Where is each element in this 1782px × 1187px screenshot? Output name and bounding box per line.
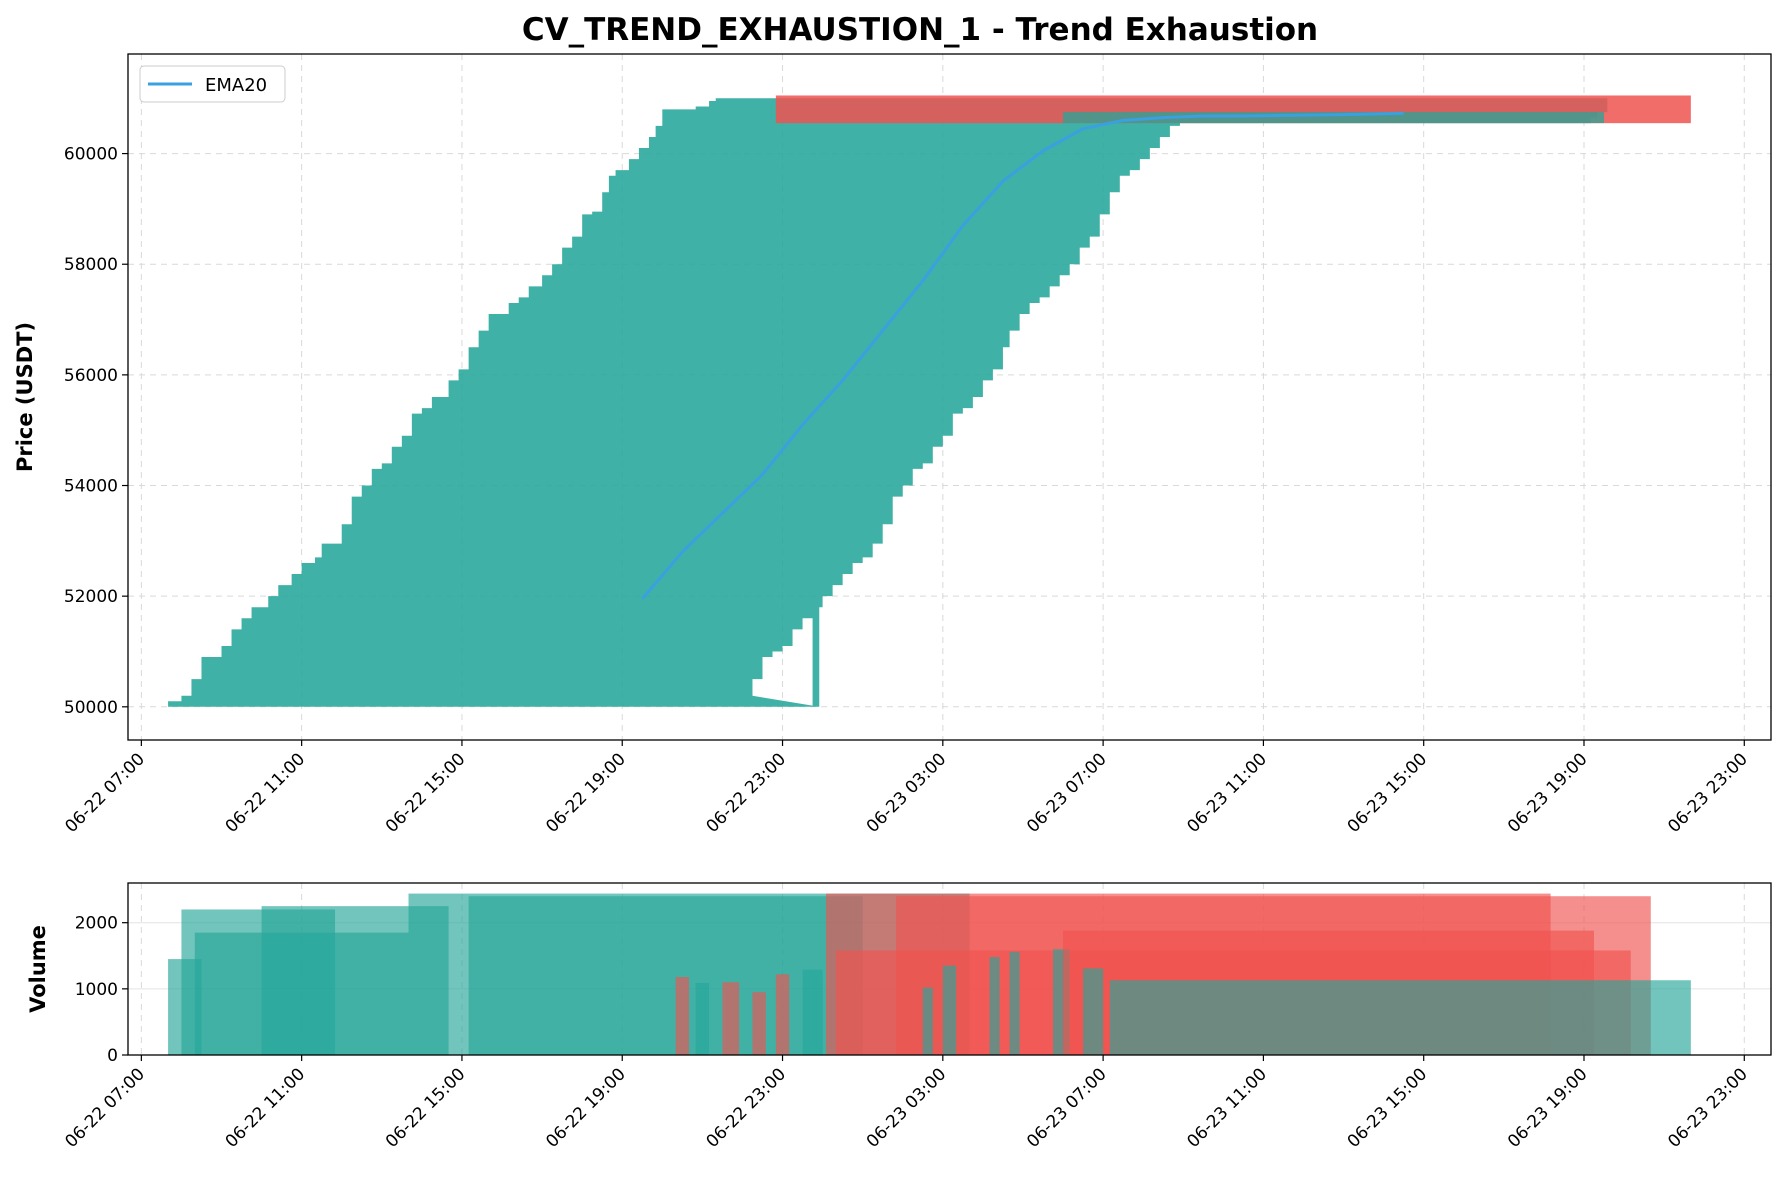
volume-axes-frame bbox=[127, 882, 1772, 1056]
volume-x-tick-label: 06-22 19:00 bbox=[542, 1064, 630, 1152]
volume-y-axis: 0 1000 2000 bbox=[75, 914, 128, 1066]
volume-x-tick-label: 06-23 15:00 bbox=[1344, 1064, 1432, 1152]
volume-x-tick-label: 06-23 07:00 bbox=[1023, 1064, 1111, 1152]
price-x-tick-label: 06-22 19:00 bbox=[542, 749, 630, 837]
volume-bar bbox=[942, 965, 957, 1055]
chart-title: CV_TREND_EXHAUSTION_1 - Trend Exhaustion bbox=[522, 12, 1318, 48]
price-panel: 50000 52000 54000 56000 58000 60000 06-22 07:… bbox=[13, 53, 1772, 837]
price-x-tick-label: 06-22 23:00 bbox=[703, 749, 791, 837]
price-y-tick-label: 56000 bbox=[64, 366, 118, 386]
volume-bars bbox=[168, 893, 1691, 1055]
price-y-axis-label: Price (USDT) bbox=[13, 322, 37, 472]
volume-bar bbox=[752, 992, 766, 1055]
price-x-axis: 06-22 07:00 06-22 11:00 06-22 15:00 06-22 1… bbox=[61, 740, 1752, 837]
price-x-tick-label: 06-23 07:00 bbox=[1023, 749, 1111, 837]
volume-bar bbox=[775, 974, 790, 1055]
price-y-tick-label: 58000 bbox=[64, 255, 118, 275]
volume-x-tick-label: 06-22 07:00 bbox=[61, 1064, 149, 1152]
volume-panel: 0 1000 2000 06-22 07:00 06-22 11:00 06-22 15… bbox=[26, 882, 1772, 1152]
legend-box bbox=[139, 65, 286, 103]
price-x-tick-label: 06-23 15:00 bbox=[1344, 749, 1432, 837]
volume-x-tick-label: 06-23 03:00 bbox=[863, 1064, 951, 1152]
volume-bar bbox=[922, 987, 933, 1055]
ema20-series bbox=[641, 111, 1404, 600]
price-x-tick-label: 06-23 19:00 bbox=[1504, 749, 1592, 837]
price-x-tick-label: 06-23 11:00 bbox=[1183, 749, 1271, 837]
volume-bar bbox=[695, 982, 710, 1055]
price-y-axis: 50000 52000 54000 56000 58000 60000 bbox=[64, 145, 128, 718]
volume-x-axis: 06-22 07:00 06-22 11:00 06-22 15:00 06-22 1… bbox=[61, 1055, 1752, 1152]
volume-x-tick-label: 06-23 19:00 bbox=[1504, 1064, 1592, 1152]
volume-x-tick-label: 06-22 23:00 bbox=[703, 1064, 791, 1152]
ema20-line bbox=[641, 111, 1404, 600]
volume-y-tick-label: 2000 bbox=[75, 914, 118, 934]
volume-y-tick-label: 1000 bbox=[75, 980, 118, 1000]
price-axes-frame bbox=[127, 53, 1772, 741]
volume-x-tick-label: 06-22 15:00 bbox=[382, 1064, 470, 1152]
volume-x-tick-label: 06-23 11:00 bbox=[1183, 1064, 1271, 1152]
price-x-tick-label: 06-22 07:00 bbox=[61, 749, 149, 837]
price-x-tick-label: 06-23 23:00 bbox=[1664, 749, 1752, 837]
volume-bar bbox=[1083, 968, 1104, 1055]
volume-bar bbox=[722, 982, 740, 1055]
volume-y-tick-label: 0 bbox=[107, 1046, 118, 1066]
price-x-tick-label: 06-22 15:00 bbox=[382, 749, 470, 837]
volume-bar bbox=[1009, 951, 1020, 1055]
legend: EMA20 bbox=[139, 65, 286, 103]
price-x-tick-label: 06-23 03:00 bbox=[863, 749, 951, 837]
price-up-body-mass bbox=[168, 98, 1608, 707]
legend-ema20-label: EMA20 bbox=[205, 75, 267, 96]
volume-x-tick-label: 06-22 11:00 bbox=[222, 1064, 310, 1152]
price-y-tick-label: 50000 bbox=[64, 698, 118, 718]
volume-bar bbox=[1109, 980, 1691, 1055]
price-y-tick-label: 60000 bbox=[64, 145, 118, 165]
price-y-tick-label: 54000 bbox=[64, 477, 118, 497]
volume-bar bbox=[675, 976, 690, 1055]
price-x-tick-label: 06-22 11:00 bbox=[222, 749, 310, 837]
price-up-body-overlap bbox=[1063, 112, 1605, 124]
volume-bar bbox=[802, 969, 823, 1055]
price-candle-bodies bbox=[168, 95, 1691, 707]
volume-x-tick-label: 06-23 23:00 bbox=[1664, 1064, 1752, 1152]
volume-bar bbox=[989, 957, 1000, 1055]
price-y-tick-label: 52000 bbox=[64, 587, 118, 607]
volume-bar bbox=[468, 896, 863, 1055]
volume-y-axis-label: Volume bbox=[26, 925, 50, 1013]
